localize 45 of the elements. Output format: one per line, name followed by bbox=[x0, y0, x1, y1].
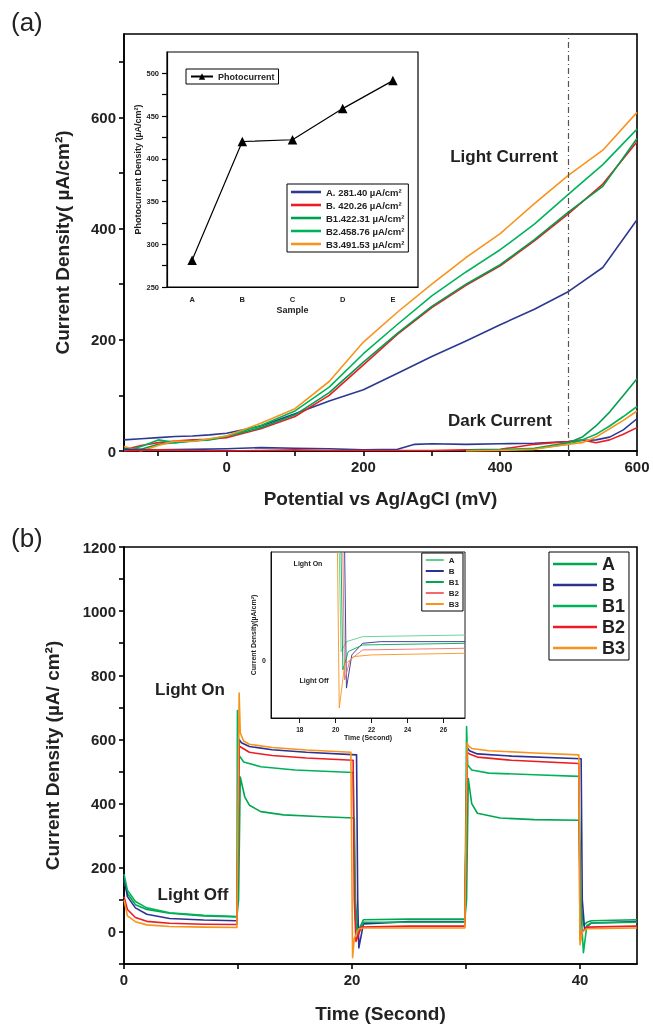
y-tick-label: 0 bbox=[107, 442, 116, 460]
y-tick-label: 800 bbox=[90, 666, 116, 684]
legend-label: B2 bbox=[601, 617, 626, 637]
legend-label: B2 bbox=[448, 588, 460, 598]
x-tick-label: 20 bbox=[343, 971, 361, 988]
annotation: Light On bbox=[155, 679, 225, 699]
legend-label: A. 281.40 µA/cm² bbox=[326, 186, 402, 198]
legend-label: A bbox=[448, 555, 455, 565]
y-tick-label: 400 bbox=[90, 795, 116, 813]
annotation: Dark Current bbox=[448, 410, 553, 430]
x-tick-label: 40 bbox=[571, 971, 589, 988]
x-axis-title: Time (Second) bbox=[315, 1003, 446, 1024]
legend-label: B. 420.26 µA/cm² bbox=[326, 199, 402, 211]
legend-label: B2.458.76 µA/cm² bbox=[326, 225, 405, 237]
x-tick-label: 400 bbox=[487, 458, 513, 475]
x-tick-label: 0 bbox=[222, 458, 231, 475]
y-tick-label: 200 bbox=[90, 859, 116, 877]
y-tick-label: 0 bbox=[107, 923, 116, 941]
legend-label: B bbox=[448, 566, 455, 576]
y-tick-label: 400 bbox=[90, 220, 116, 238]
chart-title: (a) bbox=[11, 7, 43, 37]
legend-label: B3.491.53 µA/cm² bbox=[326, 238, 405, 250]
y-axis-title: Photocurrent Density (µA/cm²) bbox=[133, 104, 144, 235]
y-axis-title: Current Density( µA/cm²) bbox=[52, 130, 73, 355]
x-tick-label: 600 bbox=[624, 458, 650, 475]
legend-label: B1 bbox=[448, 577, 460, 587]
legend-label: Photocurrent bbox=[218, 71, 275, 82]
x-axis-title: Sample bbox=[276, 304, 309, 315]
legend-label: B1.422.31 µA/cm² bbox=[326, 212, 405, 224]
y-tick-label: 1200 bbox=[82, 538, 116, 556]
annotation: Light Off bbox=[157, 884, 229, 904]
x-tick-label: 0 bbox=[119, 971, 129, 988]
chart-title: (b) bbox=[11, 523, 43, 553]
legend-label: B1 bbox=[601, 596, 626, 616]
legend-label: B3 bbox=[448, 599, 460, 609]
y-tick-label: 1000 bbox=[82, 602, 116, 620]
annotation: Light Current bbox=[450, 146, 559, 166]
y-tick-label: 200 bbox=[90, 331, 116, 349]
x-axis-title: Potential vs Ag/AgCl (mV) bbox=[263, 488, 498, 509]
y-axis-title: Current Density (µA/ cm²) bbox=[42, 640, 63, 871]
legend-label: B3 bbox=[601, 638, 626, 658]
y-tick-label: 600 bbox=[90, 108, 116, 126]
legend-label: B bbox=[601, 575, 615, 595]
x-tick-label: 200 bbox=[350, 458, 376, 475]
legend-label: A bbox=[601, 554, 615, 574]
